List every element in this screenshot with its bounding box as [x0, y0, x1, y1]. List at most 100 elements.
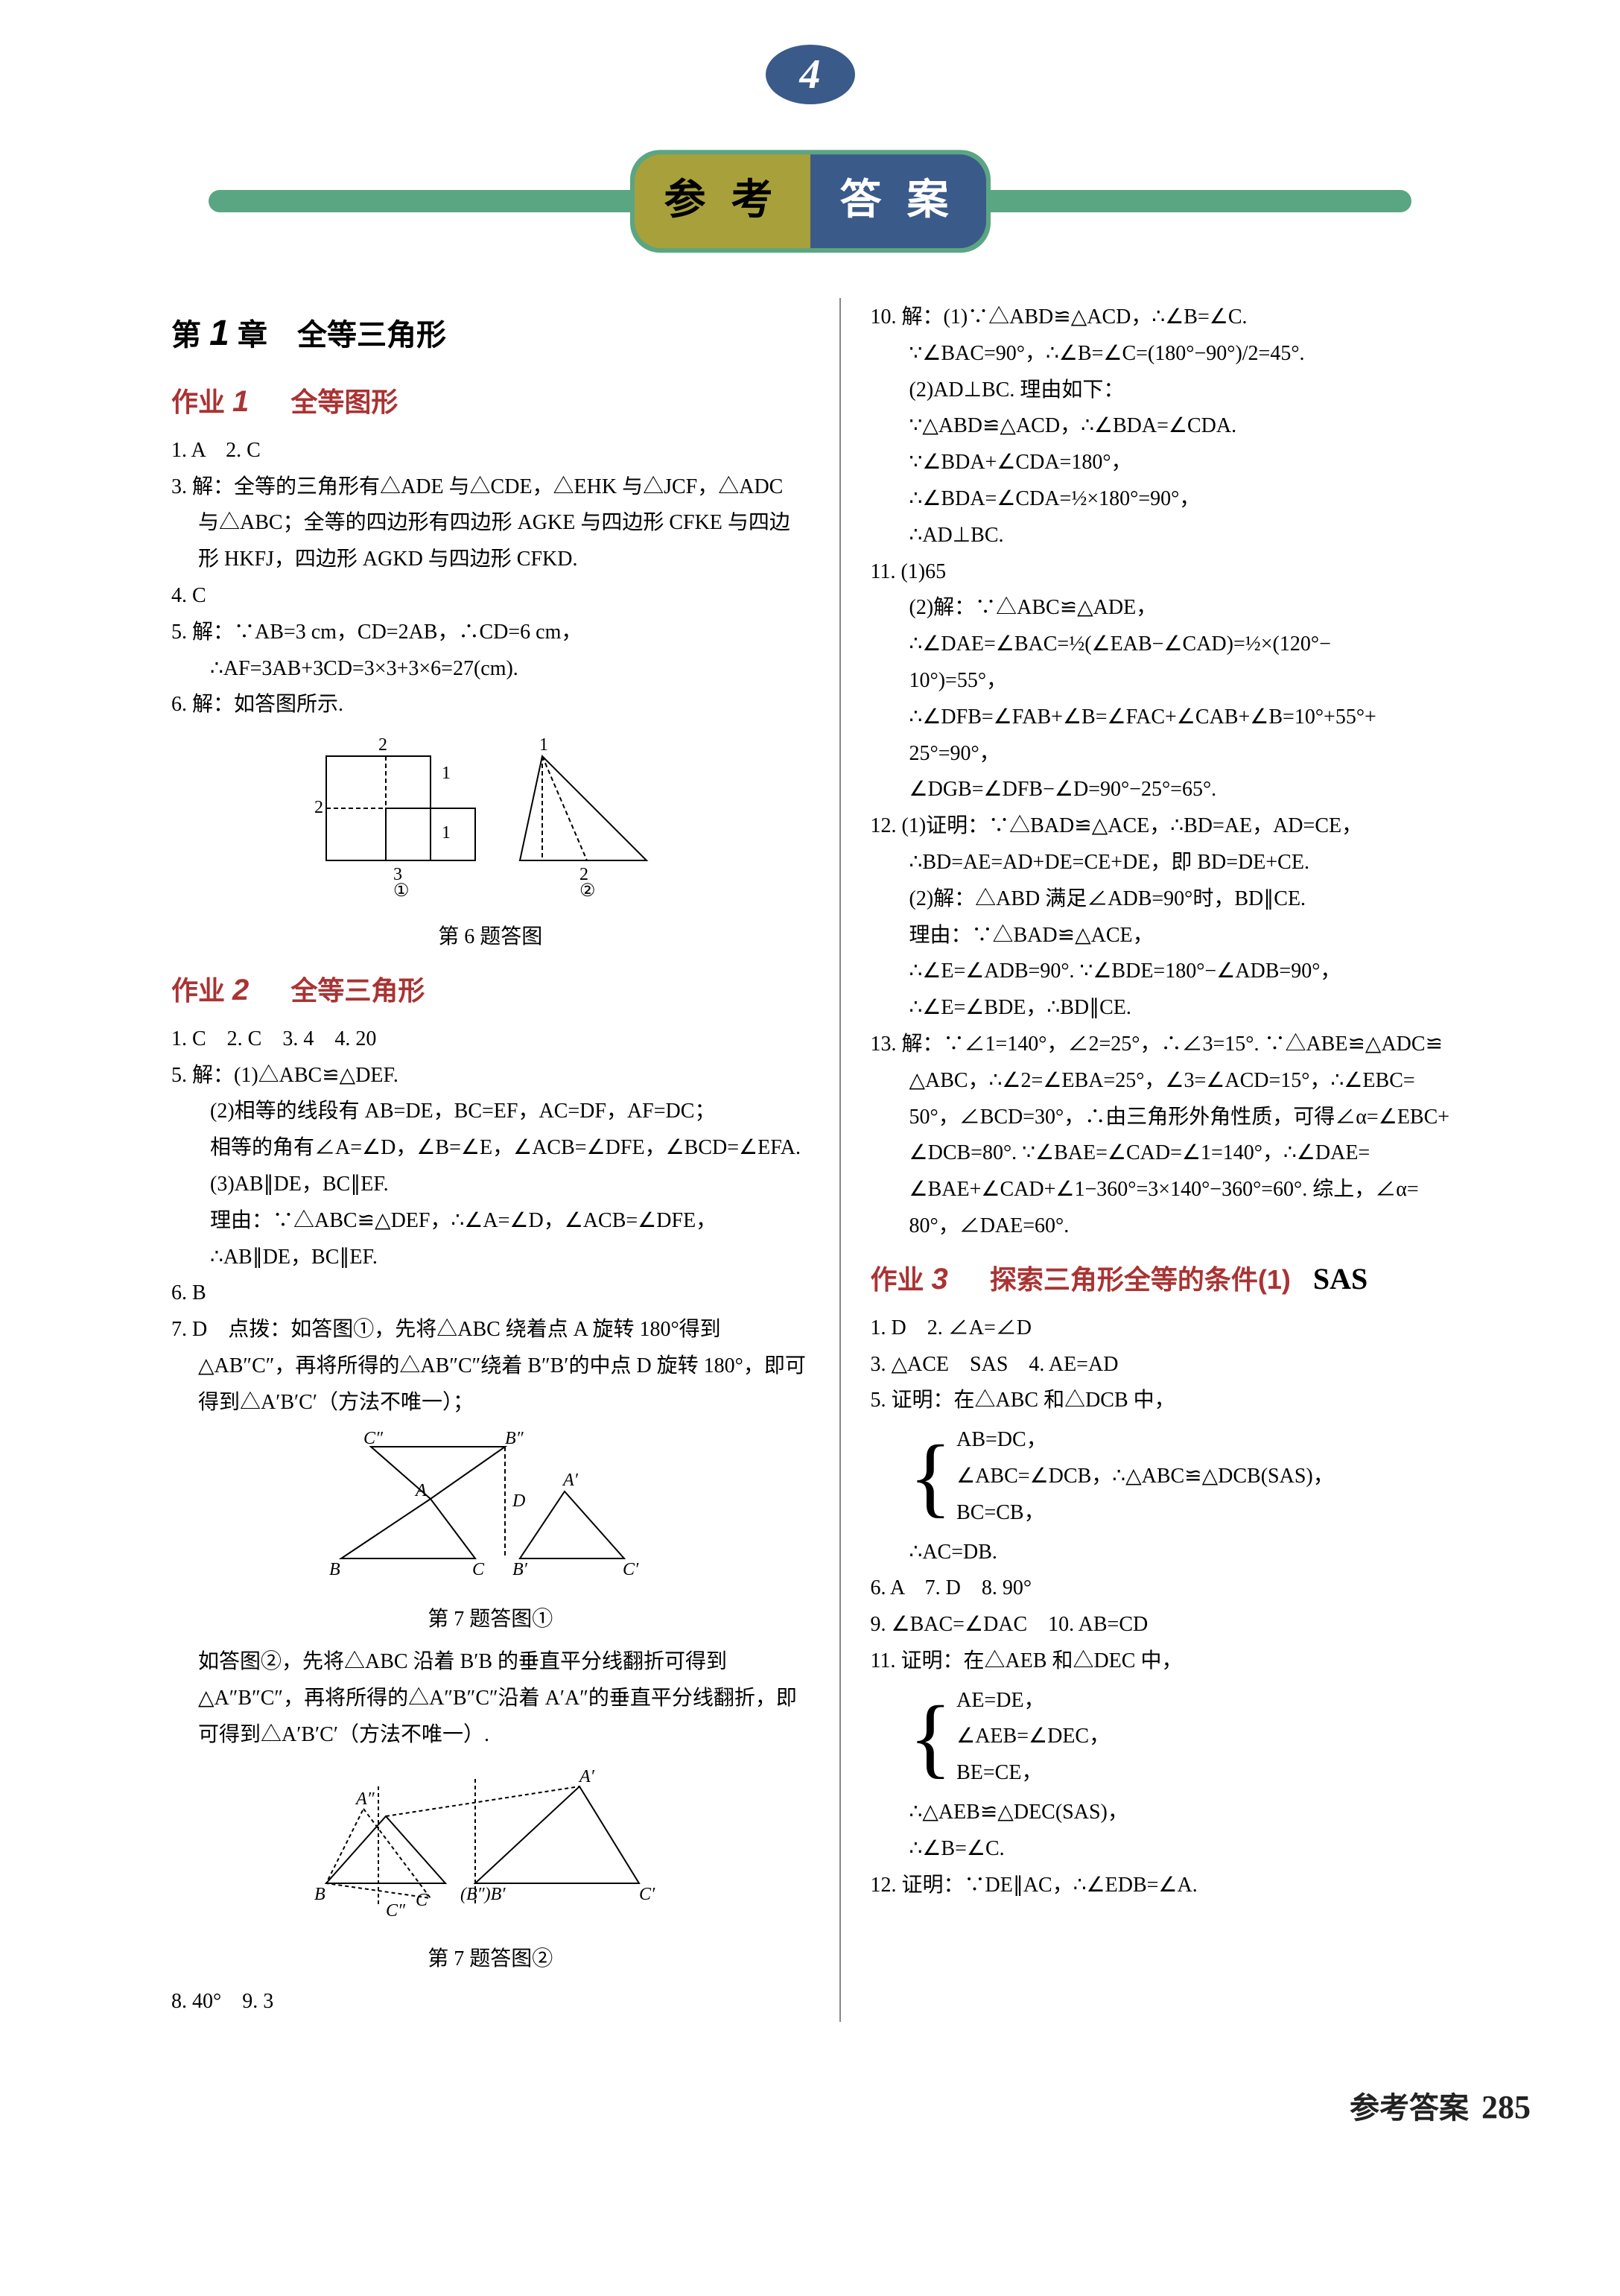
hw3-sas: SAS	[1313, 1262, 1368, 1296]
hw1-l3c: 形 HKFJ，四边形 AGKD 与四边形 CFKD.	[171, 543, 810, 577]
r10-l7: ∴AD⊥BC.	[871, 519, 1509, 553]
r13-l1e: ∠BAE+∠CAD+∠1−360°=3×140°−360°=60°. 综上，∠α…	[871, 1173, 1509, 1207]
brace-icon: {	[909, 1441, 953, 1512]
hw1-prefix: 作业	[171, 387, 225, 417]
r13-l1f: 80°，∠DAE=60°.	[871, 1210, 1509, 1243]
svg-text:B′: B′	[512, 1560, 528, 1579]
hw2-prefix: 作业	[171, 975, 225, 1006]
hw2-l8: 8. 40° 9. 3	[171, 1985, 810, 2019]
hw2-l5c: 相等的角有∠A=∠D，∠B=∠E，∠ACB=∠DFE，∠BCD=∠EFA.	[171, 1132, 810, 1165]
r10-l5: ∵∠BDA+∠CDA=180°，	[871, 446, 1509, 480]
hw3-l3: 3. △ACE SAS 4. AE=AD	[871, 1348, 1509, 1382]
hw2-name: 全等三角形	[290, 975, 425, 1006]
title-left: 参 考	[635, 154, 810, 248]
left-column: 第 1 章 全等三角形 作业 1 全等图形 1. A 2. C 3. 解：全等的…	[149, 298, 832, 2022]
svg-text:C: C	[416, 1891, 428, 1910]
r13-l1: 13. 解：∵∠1=140°，∠2=25°，∴∠3=15°. ∵△ABE≌△AD…	[871, 1028, 1509, 1062]
hw2-l5e: 理由：∵△ABC≌△DEF，∴∠A=∠D，∠ACB=∠DFE，	[171, 1205, 810, 1238]
svg-text:C′: C′	[639, 1885, 655, 1904]
svg-text:①: ①	[393, 881, 410, 898]
svg-text:B: B	[329, 1560, 340, 1579]
hw3-l5b: ∴AC=DB.	[871, 1536, 1509, 1570]
hw2-l7c: 得到△A′B′C′（方法不唯一）；	[171, 1386, 810, 1420]
svg-text:1: 1	[442, 764, 451, 783]
hw1-l4: 4. C	[171, 580, 810, 613]
figure-7a: C″ B″ A D A′ B C B′ C′	[171, 1432, 810, 1592]
fig6-t: 2	[378, 735, 387, 755]
hw2-num: 2	[232, 974, 249, 1006]
svg-text:1: 1	[539, 735, 548, 755]
caption-6: 第 6 题答图	[171, 921, 810, 954]
hw3-l11b: ∴△AEB≌△DEC(SAS)，	[871, 1796, 1509, 1830]
hw2-l7: 7. D 点拨：如答图①，先将△ABC 绕着点 A 旋转 180°得到	[171, 1313, 810, 1347]
r10-l6: ∴∠BDA=∠CDA=½×180°=90°，	[871, 483, 1509, 516]
content-columns: 第 1 章 全等三角形 作业 1 全等图形 1. A 2. C 3. 解：全等的…	[0, 298, 1620, 2067]
figure-6: 2 1 2 1 3 ① 1 2 ②	[171, 734, 810, 909]
hw3-c2: ∠AEB=∠DEC，	[956, 1720, 1110, 1754]
caption-7b: 第 7 题答图②	[171, 1943, 810, 1976]
hw3-brace2: { AE=DE， ∠AEB=∠DEC， BE=CE，	[909, 1681, 1509, 1793]
chapter-prefix: 第	[171, 319, 201, 352]
hw3-b2: ∠ABC=∠DCB，∴△ABC≌△DCB(SAS)，	[956, 1460, 1334, 1494]
hw2-l7f: 可得到△A′B′C′（方法不唯一）.	[171, 1719, 810, 1752]
page-header: 4	[0, 0, 1620, 134]
hw3-l11: 11. 证明：在△AEB 和△DEC 中，	[871, 1645, 1509, 1678]
hw3-l5: 5. 证明：在△ABC 和△DCB 中，	[871, 1384, 1509, 1418]
svg-text:C: C	[472, 1560, 485, 1579]
hw2-l5: 5. 解：(1)△ABC≌△DEF.	[171, 1059, 810, 1093]
hw2-l5f: ∴AB∥DE，BC∥EF.	[171, 1241, 810, 1275]
hw2-l5b: (2)相等的线段有 AB=DE，BC=EF，AC=DF，AF=DC；	[171, 1095, 810, 1129]
hw3-l1: 1. D 2. ∠A=∠D	[871, 1312, 1509, 1345]
column-divider	[839, 298, 841, 2022]
svg-text:2: 2	[314, 798, 323, 817]
title-right: 答 案	[810, 154, 986, 248]
hw2-l6: 6. B	[171, 1277, 810, 1310]
title-bar: 参 考 答 案	[209, 149, 1411, 253]
footer-page: 285	[1481, 2089, 1531, 2125]
caption-7a: 第 7 题答图①	[171, 1603, 810, 1637]
right-column: 10. 解：(1)∵△ABD≌△ACD，∴∠B=∠C. ∵∠BAC=90°，∴∠…	[848, 298, 1531, 2022]
chapter-title: 第 1 章 全等三角形	[171, 305, 810, 363]
svg-text:A′: A′	[578, 1767, 595, 1786]
hw3-prefix: 作业	[871, 1264, 924, 1295]
r12-l3: 理由：∵△BAD≌△ACE，	[871, 919, 1509, 953]
svg-text:B″: B″	[505, 1432, 524, 1448]
hw3-b3: BC=CB，	[956, 1497, 1334, 1530]
r11-l3b: 10°)=55°，	[871, 665, 1509, 698]
r12-l1b: ∴BD=AE=AD+DE=CE+DE，即 BD=DE+CE.	[871, 846, 1509, 880]
hw1-l3: 3. 解：全等的三角形有△ADE 与△CDE，△EHK 与△JCF，△ADC	[171, 471, 810, 504]
r11-l5: ∠DGB=∠DFB−∠D=90°−25°=65°.	[871, 773, 1509, 807]
hw1-l6: 6. 解：如答图所示.	[171, 688, 810, 722]
footer-label: 参考答案	[1350, 2091, 1469, 2125]
r11-l3: ∴∠DAE=∠BAC=½(∠EAB−∠CAD)=½×(120°−	[871, 628, 1509, 662]
hw3-l6: 6. A 7. D 8. 90°	[871, 1572, 1509, 1605]
brace-icon-2: {	[909, 1702, 953, 1773]
svg-text:A′: A′	[562, 1471, 579, 1490]
hw2-l5d: (3)AB∥DE，BC∥EF.	[171, 1168, 810, 1202]
svg-text:D: D	[512, 1491, 525, 1511]
hw1-l5: 5. 解：∵AB=3 cm，CD=2AB，∴CD=6 cm，	[171, 616, 810, 650]
title-pill: 参 考 答 案	[630, 150, 991, 253]
svg-text:C″: C″	[386, 1901, 406, 1921]
page-footer: 参考答案 285	[0, 2067, 1620, 2163]
hw1-name: 全等图形	[290, 387, 398, 417]
r13-l1b: △ABC，∴∠2=∠EBA=25°，∠3=∠ACD=15°，∴∠EBC=	[871, 1065, 1509, 1098]
hw3-c1: AE=DE，	[956, 1684, 1110, 1718]
hw2-l7b: △AB″C″，再将所得的△AB″C″绕着 B″B′的中点 D 旋转 180°，即…	[171, 1350, 810, 1383]
hw3-l9: 9. ∠BAC=∠DAC 10. AB=CD	[871, 1608, 1509, 1642]
r10-l4: ∵△ABD≌△ACD，∴∠BDA=∠CDA.	[871, 410, 1509, 443]
hw2-l7e: △A″B″C″，再将所得的△A″B″C″沿着 A′A″的垂直平分线翻折，即	[171, 1682, 810, 1716]
hw3-b1: AB=DC，	[956, 1424, 1334, 1457]
r11-l1: 11. (1)65	[871, 556, 1509, 589]
hw2-l1: 1. C 2. C 3. 4 4. 20	[171, 1023, 810, 1056]
svg-text:(B″)B′: (B″)B′	[460, 1885, 506, 1904]
svg-text:1: 1	[442, 823, 451, 843]
hw3-l12: 12. 证明：∵DE∥AC，∴∠EDB=∠A.	[871, 1869, 1509, 1903]
chapter-suffix: 章 全等三角形	[238, 319, 446, 352]
svg-text:A″: A″	[355, 1789, 375, 1809]
hw1-num: 1	[232, 385, 249, 418]
hw3-name: 探索三角形全等的条件(1)	[990, 1264, 1291, 1295]
hw2-title: 作业 2 全等三角形	[171, 966, 810, 1014]
svg-text:C′: C′	[623, 1560, 639, 1579]
figure-7b: A″ A′ B C (B″)B′ C′ C″	[171, 1764, 810, 1932]
